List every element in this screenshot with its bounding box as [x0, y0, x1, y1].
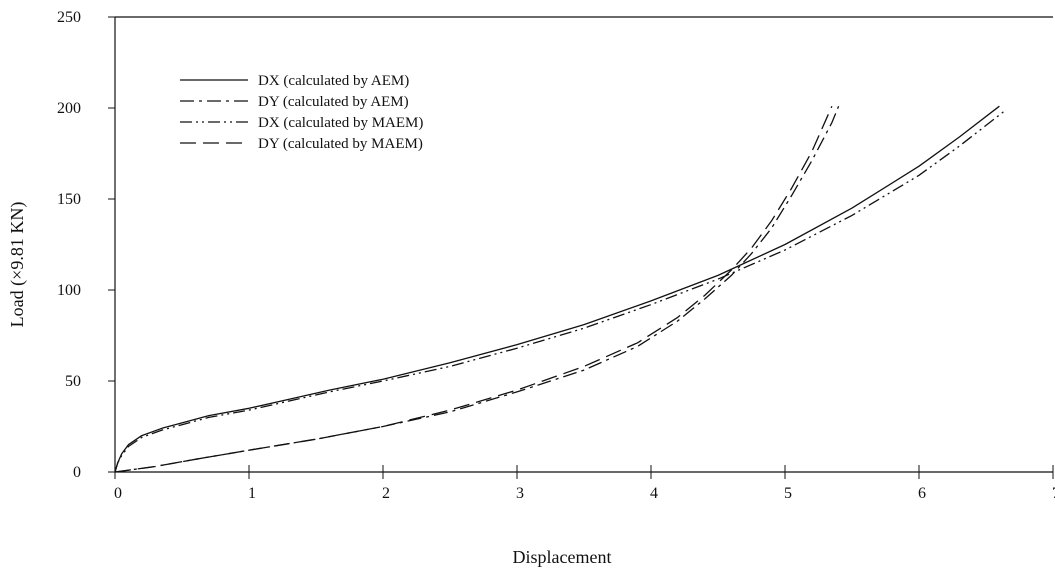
- series-line-4: [114, 105, 833, 473]
- x-axis-ticks: 0 1 2 3 4 5 6 7: [114, 465, 1055, 502]
- y-axis-ticks: 0 50 100 150 200 250: [57, 9, 115, 481]
- legend-label-3: DX (calculated by MAEM): [258, 115, 423, 131]
- series-line-3: [114, 109, 1007, 473]
- x-tick-label: 7: [1052, 485, 1055, 502]
- x-tick-label: 4: [650, 485, 658, 502]
- x-tick-label: 2: [382, 485, 390, 502]
- series-line-2: [114, 105, 840, 473]
- legend-label-1: DX (calculated by AEM): [258, 73, 409, 89]
- legend-label-4: DY (calculated by MAEM): [258, 136, 423, 152]
- y-tick-label: 0: [73, 464, 81, 481]
- x-tick-label: 6: [918, 485, 926, 502]
- y-tick-label: 200: [57, 100, 81, 117]
- x-axis-title: Displacement: [513, 547, 612, 567]
- legend-label-2: DY (calculated by AEM): [258, 94, 409, 110]
- y-tick-label: 50: [65, 373, 81, 390]
- plot-frame: [114, 16, 1053, 473]
- legend: DX (calculated by AEM) DY (calculated by …: [180, 73, 423, 152]
- x-tick-label: 5: [784, 485, 792, 502]
- x-tick-label: 3: [516, 485, 524, 502]
- x-tick-label: 0: [114, 485, 122, 502]
- x-tick-label: 1: [248, 485, 256, 502]
- y-tick-label: 250: [57, 9, 81, 26]
- y-axis-title: Load (×9.81 KN): [7, 202, 28, 328]
- series-line-1: [114, 105, 1000, 473]
- y-tick-label: 100: [57, 282, 81, 299]
- y-tick-label: 150: [57, 191, 81, 208]
- series-layer: [114, 105, 1007, 473]
